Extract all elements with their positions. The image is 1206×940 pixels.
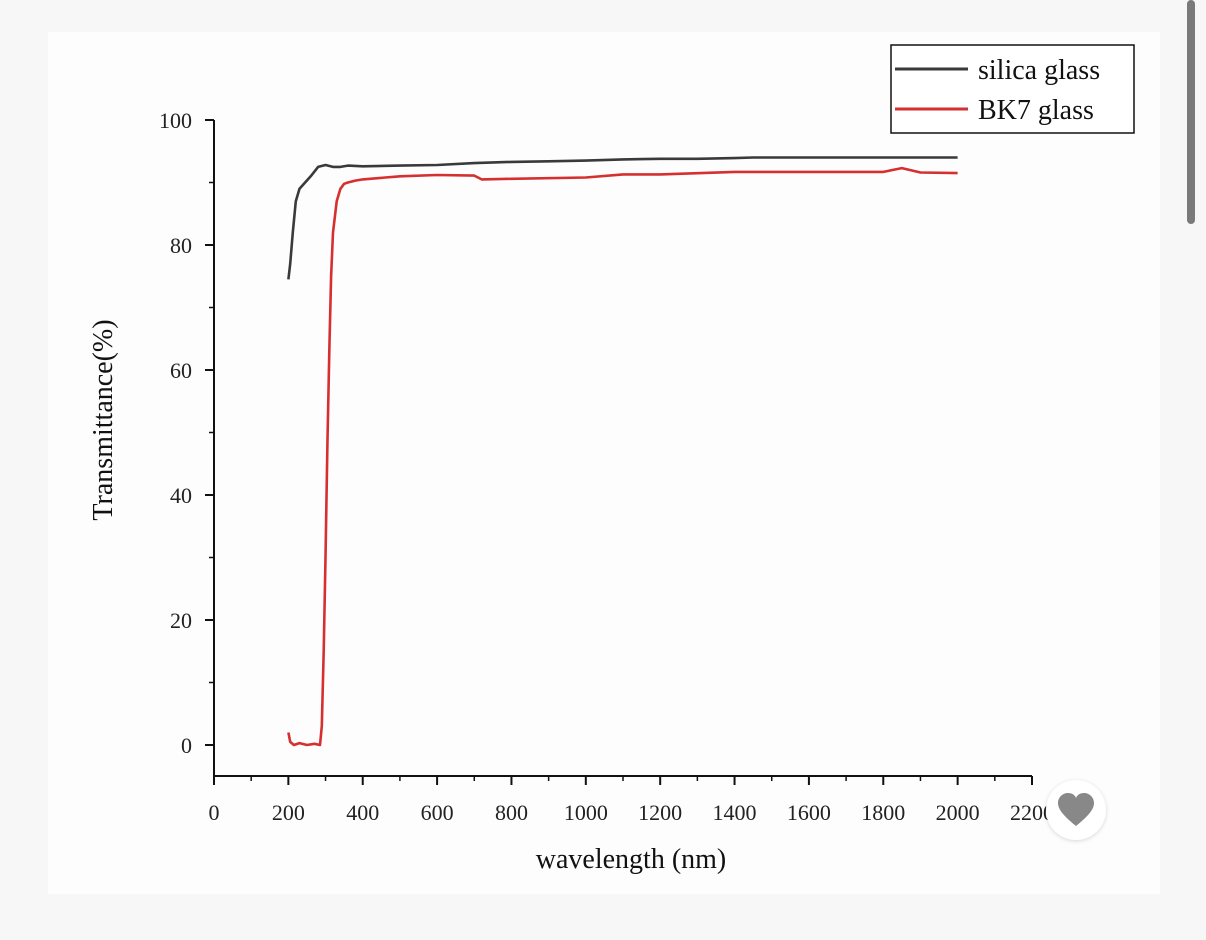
x-tick-label: 1000 [564, 800, 608, 825]
y-tick-label: 40 [170, 483, 192, 508]
heart-icon [1058, 793, 1094, 826]
y-tick-label: 60 [170, 358, 192, 383]
x-tick-label: 1200 [638, 800, 682, 825]
x-tick-label: 1400 [713, 800, 757, 825]
x-tick-label: 2000 [936, 800, 980, 825]
y-tick-label: 100 [159, 108, 192, 133]
y-tick-label: 20 [170, 608, 192, 633]
x-tick-label: 400 [346, 800, 379, 825]
y-axis-title: Transmittance(%) [88, 319, 119, 520]
x-tick-label: 800 [495, 800, 528, 825]
x-tick-label: 600 [421, 800, 454, 825]
legend: silica glass BK7 glass [890, 44, 1135, 134]
x-tick-label: 1600 [787, 800, 831, 825]
x-axis-title: wavelength (nm) [536, 844, 727, 875]
series-line-bk7-glass [287, 166, 958, 747]
vertical-scrollbar[interactable] [1187, 0, 1195, 224]
legend-label: silica glass [978, 55, 1100, 86]
x-tick-label: 200 [272, 800, 305, 825]
y-tick-label: 0 [181, 733, 192, 758]
x-tick-label: 0 [209, 800, 220, 825]
y-tick-label: 80 [170, 233, 192, 258]
x-tick-label: 1800 [861, 800, 905, 825]
series-lines [287, 156, 958, 747]
legend-label: BK7 glass [978, 95, 1094, 126]
like-button[interactable] [1046, 780, 1106, 840]
series-line-silica-glass [287, 156, 958, 280]
legend-box [890, 44, 1135, 134]
